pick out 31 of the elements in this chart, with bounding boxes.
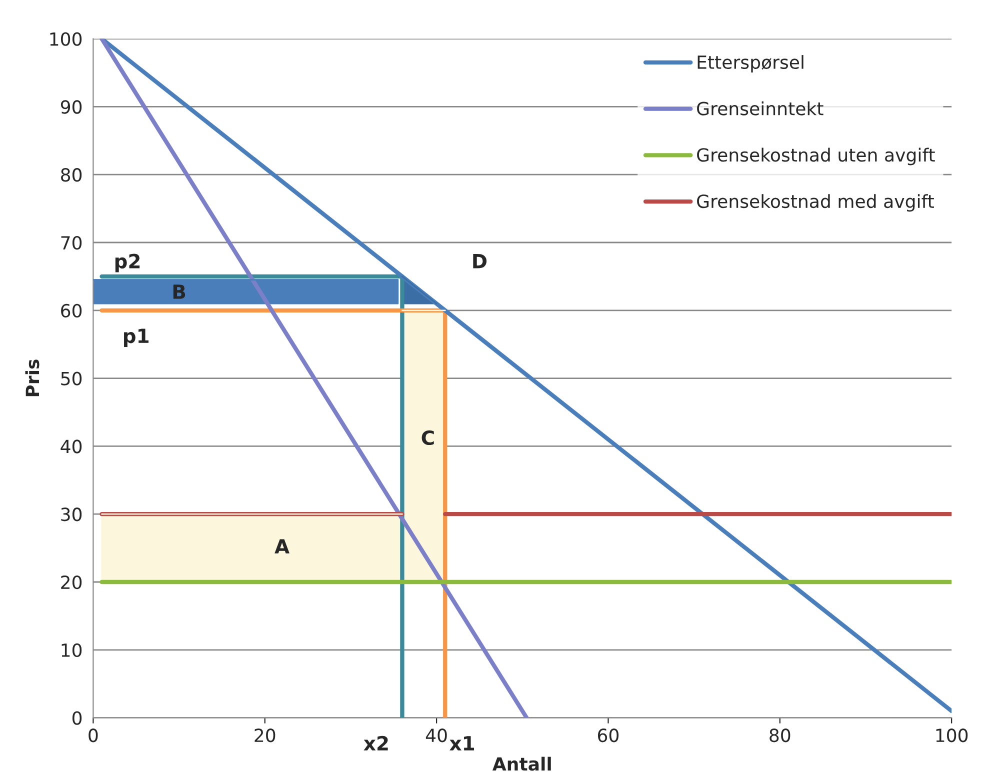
- text: x1: [450, 736, 474, 750]
- text: x2: [364, 736, 388, 750]
- y-tick-label: 0: [72, 711, 82, 725]
- x-tick-label: 0: [88, 728, 98, 742]
- x-tick-label: 20: [254, 728, 276, 742]
- y-tick-label: 70: [61, 236, 82, 250]
- legend-label: Grensekostnad med avgift: [697, 194, 934, 212]
- x-axis-title: Antall: [492, 756, 551, 771]
- legend-label: Etterspørsel: [698, 55, 804, 73]
- x-tick-label: 60: [598, 728, 619, 742]
- y-tick-label: 50: [61, 372, 82, 386]
- legend-label: Grenseinntekt: [697, 101, 824, 116]
- annotation: C: [422, 430, 434, 446]
- y-tick-label: 100: [50, 32, 82, 46]
- legend-label: Grensekostnad uten avgift: [697, 148, 935, 166]
- y-tick-label: 80: [61, 168, 82, 182]
- annotation: D: [473, 254, 487, 268]
- y-tick-label: 10: [62, 643, 82, 658]
- x-tick-label: 80: [770, 728, 790, 742]
- y-tick-label: 60: [61, 304, 82, 318]
- annotation: p1: [124, 328, 148, 347]
- annotation: B: [173, 284, 186, 299]
- y-tick-label: 30: [61, 508, 82, 522]
- y-tick-label: 40: [60, 440, 82, 454]
- x-tick-label: 40: [426, 728, 447, 742]
- y-tick-label: 90: [60, 100, 82, 114]
- x-tick-label: 100: [936, 728, 968, 742]
- annotation: A: [274, 539, 290, 554]
- y-axis-title: Pris: [25, 360, 40, 396]
- y-tick-label: 20: [61, 575, 82, 590]
- annotation: p2: [115, 254, 140, 272]
